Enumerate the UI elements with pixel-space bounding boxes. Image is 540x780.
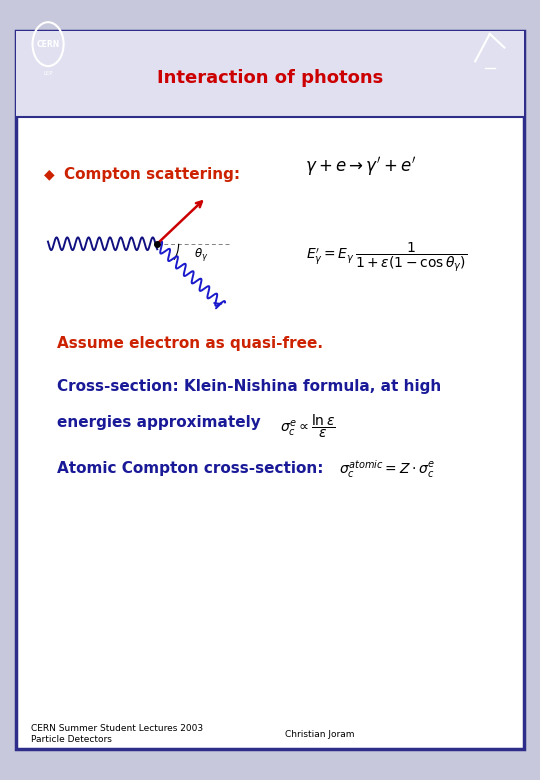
Text: Cross-section: Klein-Nishina formula, at high: Cross-section: Klein-Nishina formula, at… bbox=[57, 379, 441, 394]
Text: ◆: ◆ bbox=[44, 168, 55, 182]
Text: Interaction of photons: Interaction of photons bbox=[157, 69, 383, 87]
Text: Particle Detectors: Particle Detectors bbox=[31, 735, 112, 744]
Text: LEP: LEP bbox=[43, 71, 53, 76]
Text: Assume electron as quasi-free.: Assume electron as quasi-free. bbox=[57, 336, 323, 351]
Text: CERN: CERN bbox=[36, 40, 60, 48]
Text: $\gamma + e \rightarrow \gamma' + e'$: $\gamma + e \rightarrow \gamma' + e'$ bbox=[306, 154, 417, 178]
Text: energies approximately: energies approximately bbox=[57, 415, 261, 430]
Text: $E_{\gamma}^{\prime} = E_{\gamma}\,\dfrac{1}{1+\varepsilon(1-\cos\theta_{\gamma}: $E_{\gamma}^{\prime} = E_{\gamma}\,\dfra… bbox=[306, 240, 468, 274]
Bar bbox=[16, 31, 524, 117]
Text: Christian Joram: Christian Joram bbox=[285, 730, 355, 739]
Text: Compton scattering:: Compton scattering: bbox=[64, 167, 240, 183]
Text: $\sigma_c^{atomic} = Z \cdot \sigma_c^e$: $\sigma_c^{atomic} = Z \cdot \sigma_c^e$ bbox=[339, 458, 435, 480]
Text: Atomic Compton cross-section:: Atomic Compton cross-section: bbox=[57, 462, 323, 477]
Text: CERN Summer Student Lectures 2003: CERN Summer Student Lectures 2003 bbox=[31, 724, 204, 733]
Text: $\sigma_c^e \propto \dfrac{\ln\varepsilon}{\varepsilon}$: $\sigma_c^e \propto \dfrac{\ln\varepsilo… bbox=[280, 412, 336, 440]
Text: $\theta_\gamma$: $\theta_\gamma$ bbox=[194, 246, 208, 263]
